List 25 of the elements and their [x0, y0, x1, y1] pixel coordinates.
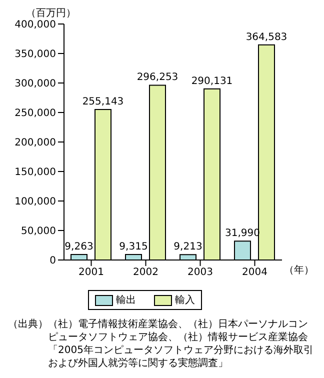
y-tick-label: 300,000	[14, 78, 56, 90]
y-tick-label: 150,000	[14, 167, 56, 178]
data-label: 255,143	[82, 96, 124, 108]
legend-label: 輸入	[175, 294, 195, 307]
data-label: 9,315	[119, 242, 148, 253]
data-label: 9,263	[64, 242, 94, 253]
x-tick-label: 2004	[242, 267, 268, 278]
data-label: 9,213	[174, 242, 202, 253]
data-label: 290,131	[191, 76, 233, 87]
x-tick-label: 2001	[78, 267, 104, 278]
y-tick-label: 100,000	[14, 196, 56, 208]
y-tick-label: 400,000	[14, 20, 56, 31]
x-axis-title: （年）	[284, 264, 314, 276]
legend-label: 輸出	[116, 294, 136, 307]
y-tick-label: 350,000	[14, 49, 56, 60]
y-tick-label: 50,000	[21, 226, 56, 238]
text: （出典）（社）電子情報技術産業協会、（社）日本パーソナルコンピュータソフトウェア協会、（社）情報サービス産業協会「2005年コンピュータソフトウェア分野における海外取引および外国人就労等に関する実態調査」	[8, 318, 314, 370]
y-tick-label: 0	[50, 256, 56, 267]
data-label: 296,253	[136, 72, 178, 84]
x-tick-label: 2003	[188, 267, 213, 278]
y-axis-title: （百万円）	[26, 8, 77, 20]
y-tick-label: 250,000	[14, 108, 56, 120]
data-label: 364,583	[246, 32, 288, 43]
y-tick-label: 200,000	[14, 138, 56, 149]
x-tick-label: 2002	[133, 267, 158, 278]
